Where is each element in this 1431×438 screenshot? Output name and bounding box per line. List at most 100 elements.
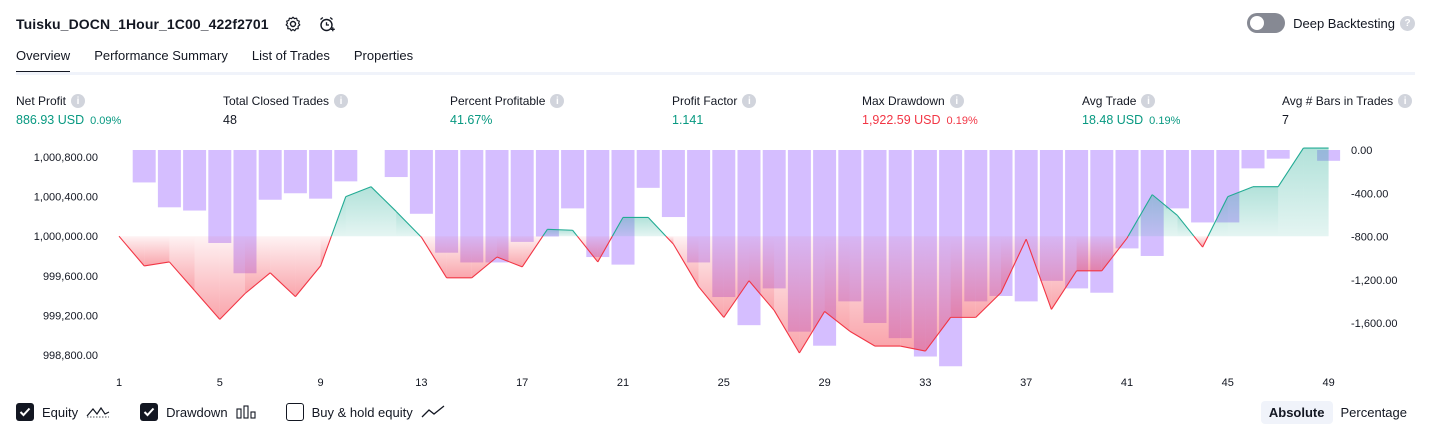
y-axis-right: 0.00 -400.00 -800.00 -1,200.00 -1,600.00 <box>1351 145 1397 330</box>
equity-segment <box>1127 194 1153 237</box>
equity-area-down <box>144 236 170 266</box>
info-icon[interactable]: i <box>550 94 565 108</box>
info-icon[interactable]: i <box>1398 94 1413 108</box>
equity-segment <box>672 243 700 287</box>
equity-area-down <box>673 236 699 287</box>
info-icon[interactable]: i <box>949 94 964 108</box>
trend-line-icon <box>421 405 445 419</box>
strategy-header: Tuisku_DOCN_1Hour_1C00_422f2701 <box>16 12 337 36</box>
drawdown-bar <box>283 150 307 194</box>
drawdown-bar <box>485 150 509 263</box>
equity-checkbox[interactable] <box>16 403 34 421</box>
gear-icon[interactable] <box>283 14 303 34</box>
deep-backtesting-toggle[interactable] <box>1247 13 1286 33</box>
equity-segment <box>647 217 667 237</box>
equity-segment <box>597 235 613 263</box>
metric-label: Percent Profitable <box>450 94 546 108</box>
legend-equity[interactable]: Equity <box>16 403 110 421</box>
tab-performance-summary[interactable]: Performance Summary <box>94 48 228 63</box>
y-right-tick-label: -1,200.00 <box>1351 275 1397 287</box>
equity-segment <box>521 235 544 268</box>
metric-label: Avg Trade <box>1082 94 1137 108</box>
legend-buy-hold[interactable]: Buy & hold equity <box>285 403 445 421</box>
metric-label: Avg # Bars in Trades <box>1282 94 1394 108</box>
y-right-tick-label: -1,600.00 <box>1351 318 1397 330</box>
y-left-tick-label: 1,000,800.00 <box>34 152 98 164</box>
metric-avg-bars: Avg # Bars in Trades i 7 <box>1282 94 1413 127</box>
help-icon[interactable]: ? <box>1400 15 1415 31</box>
equity-area-down <box>219 236 245 320</box>
legend-drawdown[interactable]: Drawdown <box>140 403 256 421</box>
equity-segment <box>748 280 775 311</box>
x-tick-label: 13 <box>415 377 427 389</box>
equity-area-up <box>371 186 397 237</box>
equity-segment <box>219 293 246 320</box>
metric-max-drawdown: Max Drawdown i 1,922.59 USD 0.19% <box>862 94 978 127</box>
equity-segment <box>542 228 548 237</box>
equity-segment <box>824 311 851 332</box>
percentage-mode-button[interactable]: Percentage <box>1340 405 1408 420</box>
equity-segment <box>698 286 725 318</box>
equity-area-up <box>1227 186 1253 237</box>
tab-divider <box>16 72 1415 75</box>
equity-segment <box>900 345 926 352</box>
y-left-tick-label: 1,000,400.00 <box>34 192 98 204</box>
equity-drawdown-chart[interactable]: 1,000,800.00 1,000,400.00 1,000,000.00 999,… <box>0 138 1431 392</box>
equity-segment <box>1101 237 1128 272</box>
y-right-tick-label: -800.00 <box>1351 232 1388 244</box>
drawdown-bar <box>460 150 484 263</box>
info-icon[interactable]: i <box>334 94 349 108</box>
x-tick-label: 41 <box>1121 377 1133 389</box>
equity-segment <box>773 310 800 354</box>
drawdown-checkbox[interactable] <box>140 403 159 421</box>
alarm-clock-plus-icon[interactable] <box>317 14 337 34</box>
tab-list-of-trades[interactable]: List of Trades <box>251 48 330 63</box>
drawdown-bar <box>535 150 559 237</box>
y-left-tick-label: 999,200.00 <box>43 310 98 322</box>
y-left-tick-label: 998,800.00 <box>43 350 98 362</box>
equity-area-up <box>547 229 573 237</box>
drawdown-bar <box>183 150 207 211</box>
equity-segment <box>144 261 170 267</box>
drawdown-bar <box>636 150 660 188</box>
metric-value: 18.48 USD <box>1082 113 1144 127</box>
metric-total-closed-trades: Total Closed Trades i 48 <box>223 94 349 127</box>
info-icon[interactable]: i <box>742 94 757 108</box>
drawdown-bar <box>586 150 610 258</box>
info-icon[interactable]: i <box>1141 94 1156 108</box>
drawdown-bar <box>687 150 711 263</box>
equity-segment <box>294 265 322 297</box>
buy-hold-checkbox[interactable] <box>285 403 304 421</box>
y-right-tick-label: 0.00 <box>1351 145 1372 157</box>
drawdown-bar <box>611 150 635 265</box>
metric-percent: 0.09% <box>90 115 122 127</box>
metric-label: Total Closed Trades <box>223 94 330 108</box>
strategy-name: Tuisku_DOCN_1Hour_1C00_422f2701 <box>16 16 269 32</box>
equity-area-up <box>623 217 649 237</box>
equity-area-down <box>245 236 271 294</box>
equity-segment <box>1050 270 1078 310</box>
drawdown-bar <box>384 150 408 178</box>
equity-segment <box>665 235 674 245</box>
drawdown-bar <box>409 150 433 214</box>
x-axis: 1 5 9 13 17 21 25 29 33 37 41 45 49 <box>116 377 1335 389</box>
equity-area-up <box>345 186 371 237</box>
absolute-mode-button[interactable]: Absolute <box>1260 401 1333 424</box>
drawdown-bar <box>1115 150 1139 249</box>
info-icon[interactable]: i <box>71 94 86 108</box>
x-tick-label: 5 <box>217 377 223 389</box>
metric-profit-factor: Profit Factor i 1.141 <box>672 94 757 127</box>
equity-area-up <box>1253 186 1279 237</box>
drawdown-bar <box>1241 150 1265 169</box>
equity-line-icon <box>86 405 110 419</box>
drawdown-bar <box>510 150 534 242</box>
metric-value: 1,922.59 USD <box>862 113 941 127</box>
equity-area-down <box>950 236 976 318</box>
tab-properties[interactable]: Properties <box>353 48 414 63</box>
equity-segment <box>723 280 750 318</box>
equity-segment <box>1207 196 1229 237</box>
equity-segment <box>395 211 421 237</box>
bar-chart-icon <box>236 405 256 419</box>
y-left-tick-label: 999,600.00 <box>43 271 98 283</box>
x-tick-label: 25 <box>718 377 730 389</box>
